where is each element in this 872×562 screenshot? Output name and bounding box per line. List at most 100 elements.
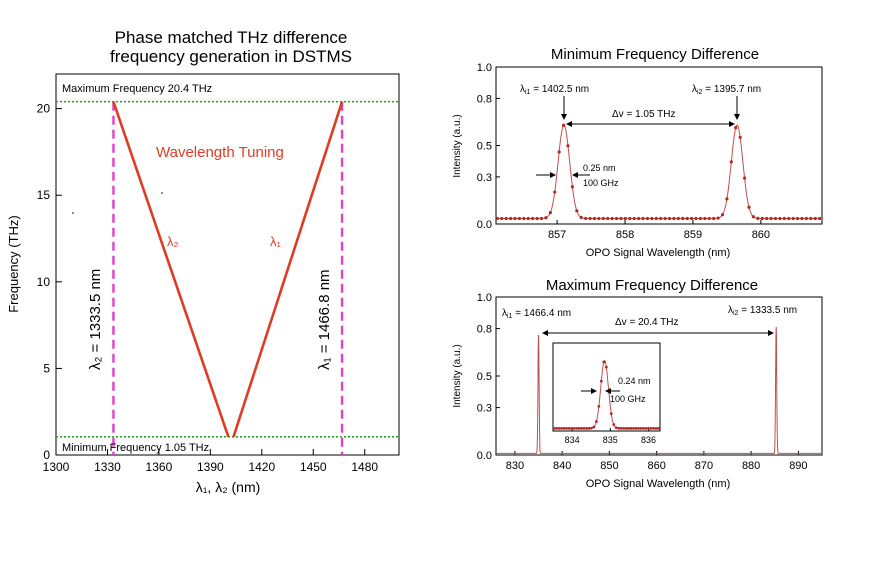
- min-width-label-ghz: 100 GHz: [583, 178, 619, 188]
- tuning-plot-frame: [55, 73, 400, 456]
- inset-marker: [632, 426, 636, 430]
- min-spectrum-marker: [681, 216, 685, 221]
- lambda1-series-label: λ₁: [270, 234, 282, 249]
- max-x-tick-label: 840: [553, 460, 571, 472]
- inset-marker: [592, 425, 596, 429]
- min-spectrum-marker: [782, 216, 786, 221]
- min-spectrum-curve: [496, 124, 822, 219]
- inset-marker: [567, 426, 571, 430]
- tuning-x-axis-label: λ₁, λ₂ (nm): [196, 479, 261, 495]
- inset-marker: [552, 426, 556, 430]
- min-width-arrowhead-left: [550, 172, 556, 178]
- min-spectrum-marker: [698, 216, 703, 221]
- max-y-tick-label: 0.5: [477, 371, 492, 383]
- min-x-tick-label: 859: [684, 229, 702, 241]
- min-spectrum-marker: [650, 216, 654, 221]
- min-peak2-label: λi2 = 1395.7 nm: [692, 84, 761, 96]
- min-x-tick-label: 858: [616, 229, 634, 241]
- inset-marker: [604, 365, 608, 369]
- min-spectrum-marker: [553, 190, 557, 194]
- min-spectrum-marker: [628, 216, 632, 221]
- max-x-tick-label: 830: [506, 460, 524, 472]
- min-spectrum-marker: [720, 213, 725, 217]
- min-spectrum-marker: [495, 216, 499, 221]
- inset-marker: [590, 426, 593, 430]
- inset-x-tick-label: 836: [641, 435, 656, 445]
- min-spectrum-marker: [725, 197, 729, 201]
- inset-marker: [580, 426, 583, 430]
- max-difference-chart: Maximum Frequency Difference 830 840 850 86…: [452, 277, 823, 490]
- min-spectrum-marker: [742, 176, 747, 180]
- min-spectrum-marker: [517, 216, 522, 221]
- inset-marker: [644, 426, 648, 430]
- tuning-y-ticks: 0 5 10 15 20: [37, 102, 62, 462]
- inset-marker: [619, 426, 623, 430]
- min-spectrum-marker: [769, 216, 773, 221]
- max-x-tick-label: 850: [600, 460, 618, 472]
- min-peak1-label: λi1 = 1402.5 nm: [520, 84, 589, 96]
- tuning-y-tick-label: 15: [37, 188, 51, 202]
- inset-marker: [572, 426, 576, 430]
- max-x-tick-label: 890: [789, 460, 807, 472]
- inset-marker: [614, 426, 618, 430]
- min-spectrum-marker: [513, 216, 517, 221]
- min-spectrum-marker: [667, 216, 672, 221]
- inset-width-label-ghz: 100 GHz: [610, 394, 646, 404]
- inset-marker: [599, 379, 603, 383]
- min-y-tick-label: 0.5: [477, 141, 492, 153]
- tuning-x-tick-label: 1390: [197, 460, 224, 474]
- min-spectrum-marker: [535, 216, 539, 221]
- min-width-arrowhead-right: [572, 172, 578, 178]
- min-spectrum-marker: [791, 216, 795, 221]
- min-spectrum-marker: [663, 216, 667, 221]
- min-spectrum-marker: [504, 216, 508, 221]
- min-spectrum-marker: [738, 135, 742, 139]
- max-y-tick-label: 0.3: [477, 403, 492, 415]
- min-spectrum-marker: [637, 216, 641, 221]
- tuning-chart: Phase matched THz difference frequency g…: [6, 28, 400, 495]
- min-difference-chart: Minimum Frequency Difference 857 858 859 86…: [452, 46, 823, 259]
- min-spectrum-marker: [747, 205, 751, 209]
- tuning-chart-title-line2: frequency generation in DSTMS: [110, 47, 352, 66]
- min-spectrum-marker: [522, 216, 526, 221]
- min-spectrum-marker: [809, 216, 813, 221]
- min-x-ticks: 857 858 859 860: [548, 220, 770, 241]
- min-spectrum-marker: [751, 215, 756, 219]
- lambda1-tuning-line: [232, 101, 344, 438]
- min-spectrum-marker: [729, 160, 733, 164]
- min-spectrum-marker: [765, 216, 769, 221]
- tuning-x-tick-label: 1300: [43, 460, 70, 474]
- min-spectrum-marker: [760, 216, 764, 221]
- max-y-axis-label: Intensity (a.u.): [452, 344, 463, 407]
- tuning-x-tick-label: 1330: [94, 460, 121, 474]
- max-spectrum-curve: [496, 326, 822, 454]
- min-spectrum-marker: [606, 216, 610, 221]
- min-y-tick-label: 0.0: [477, 219, 492, 231]
- inset-marker: [602, 360, 606, 364]
- min-spectrum-marker: [526, 216, 530, 221]
- tuning-chart-title-line1: Phase matched THz difference: [115, 28, 348, 47]
- tuning-y-tick-label: 20: [37, 102, 51, 116]
- min-spectrum-marker: [707, 216, 711, 221]
- min-spectrum-marker: [787, 216, 791, 221]
- inset-marker: [652, 426, 655, 430]
- min-spectrum-markers: [495, 123, 822, 221]
- min-spectrum-marker: [548, 211, 552, 215]
- inset-marker: [560, 426, 563, 430]
- min-spectrum-marker: [632, 216, 636, 221]
- speck: [72, 212, 74, 214]
- min-spectrum-marker: [597, 216, 601, 221]
- inset-marker: [577, 426, 581, 430]
- min-spectrum-marker: [654, 216, 658, 221]
- min-y-tick-label: 0.8: [477, 93, 492, 105]
- min-spectrum-marker: [544, 216, 548, 220]
- min-y-ticks: 0.0 0.3 0.5 0.8 1.0: [477, 62, 500, 231]
- max-chart-title: Maximum Frequency Difference: [546, 277, 758, 294]
- inset-x-tick-label: 835: [603, 435, 618, 445]
- inset-marker: [629, 426, 633, 430]
- inset-marker: [649, 426, 653, 430]
- max-x-tick-label: 880: [742, 460, 760, 472]
- tuning-y-axis-label: Frequency (THz): [6, 215, 21, 313]
- max-inset-frame: [552, 342, 661, 432]
- min-spectrum-marker: [813, 216, 817, 221]
